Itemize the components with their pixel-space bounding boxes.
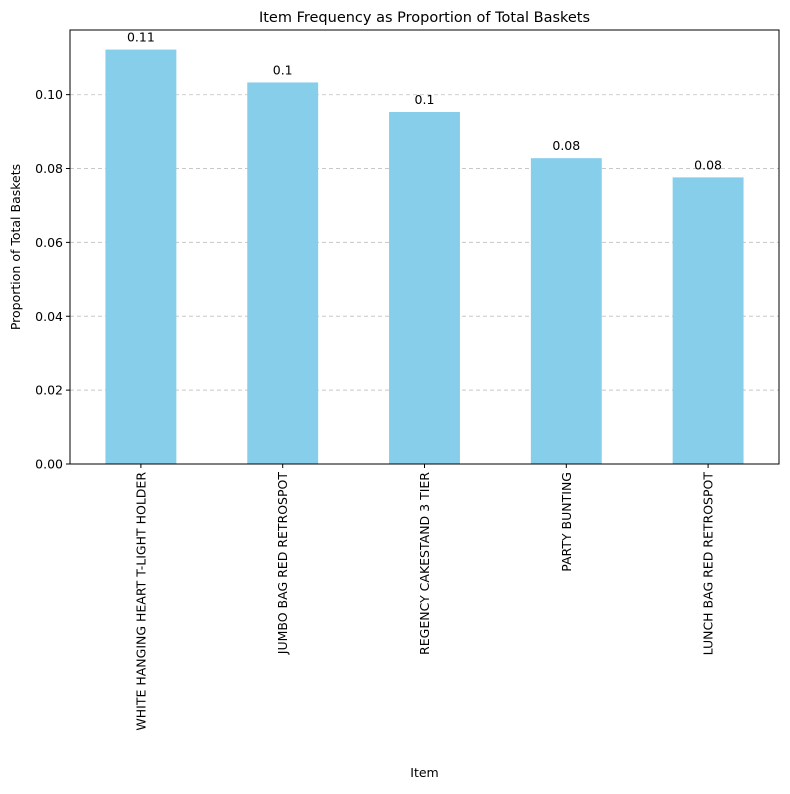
y-tick-label: 0.08 <box>35 161 63 176</box>
bar <box>672 177 744 465</box>
x-tick-label: JUMBO BAG RED RETROSPOT <box>275 472 290 656</box>
bar <box>530 158 602 464</box>
x-axis-ticks: WHITE HANGING HEART T-LIGHT HOLDER JUMBO … <box>133 464 716 731</box>
y-tick-label: 0.04 <box>35 309 63 324</box>
x-axis-label: Item <box>410 765 438 780</box>
y-tick-label: 0.06 <box>35 235 63 250</box>
y-axis-ticks: 0.00 0.02 0.04 0.06 0.08 0.10 <box>35 87 70 472</box>
x-tick-label: WHITE HANGING HEART T-LIGHT HOLDER <box>133 472 148 731</box>
bar-value-label: 0.11 <box>127 30 155 45</box>
y-tick-label: 0.10 <box>35 87 63 102</box>
x-tick-label: PARTY BUNTING <box>559 472 574 572</box>
bar <box>105 49 177 464</box>
y-tick-label: 0.00 <box>35 457 63 472</box>
x-tick-label: LUNCH BAG RED RETROSPOT <box>701 472 716 656</box>
chart-title: Item Frequency as Proportion of Total Ba… <box>259 10 590 26</box>
bar-value-label: 0.1 <box>415 92 435 107</box>
x-tick-label: REGENCY CAKESTAND 3 TIER <box>417 472 432 655</box>
y-tick-label: 0.02 <box>35 383 63 398</box>
bar <box>247 82 319 464</box>
y-axis-label: Proportion of Total Baskets <box>8 164 23 330</box>
bars <box>105 49 744 465</box>
bar-value-label: 0.08 <box>694 157 722 172</box>
bar-value-label: 0.08 <box>552 138 580 153</box>
bar-value-label: 0.1 <box>273 62 293 77</box>
bar <box>389 111 460 465</box>
bar-value-labels: 0.11 0.1 0.1 0.08 0.08 <box>127 30 722 173</box>
